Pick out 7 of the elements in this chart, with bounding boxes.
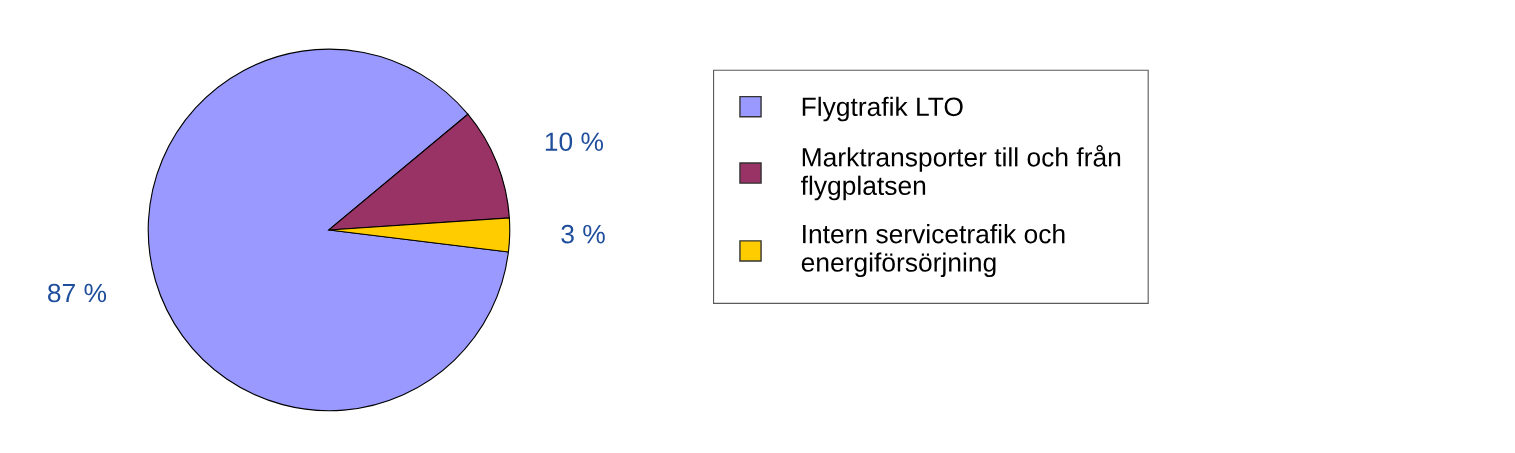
legend-label: Flygtrafik LTO [802, 96, 963, 122]
legend-label: Marktransporter till och från flygplatsen [801, 145, 1121, 201]
pie-slice [147, 48, 509, 412]
data-label: 87 % [48, 283, 107, 303]
data-label: 10 % [545, 132, 604, 152]
data-label: 3 % [561, 224, 605, 244]
legend-label: Intern servicetrafik och energiförsörjning [801, 224, 1065, 278]
